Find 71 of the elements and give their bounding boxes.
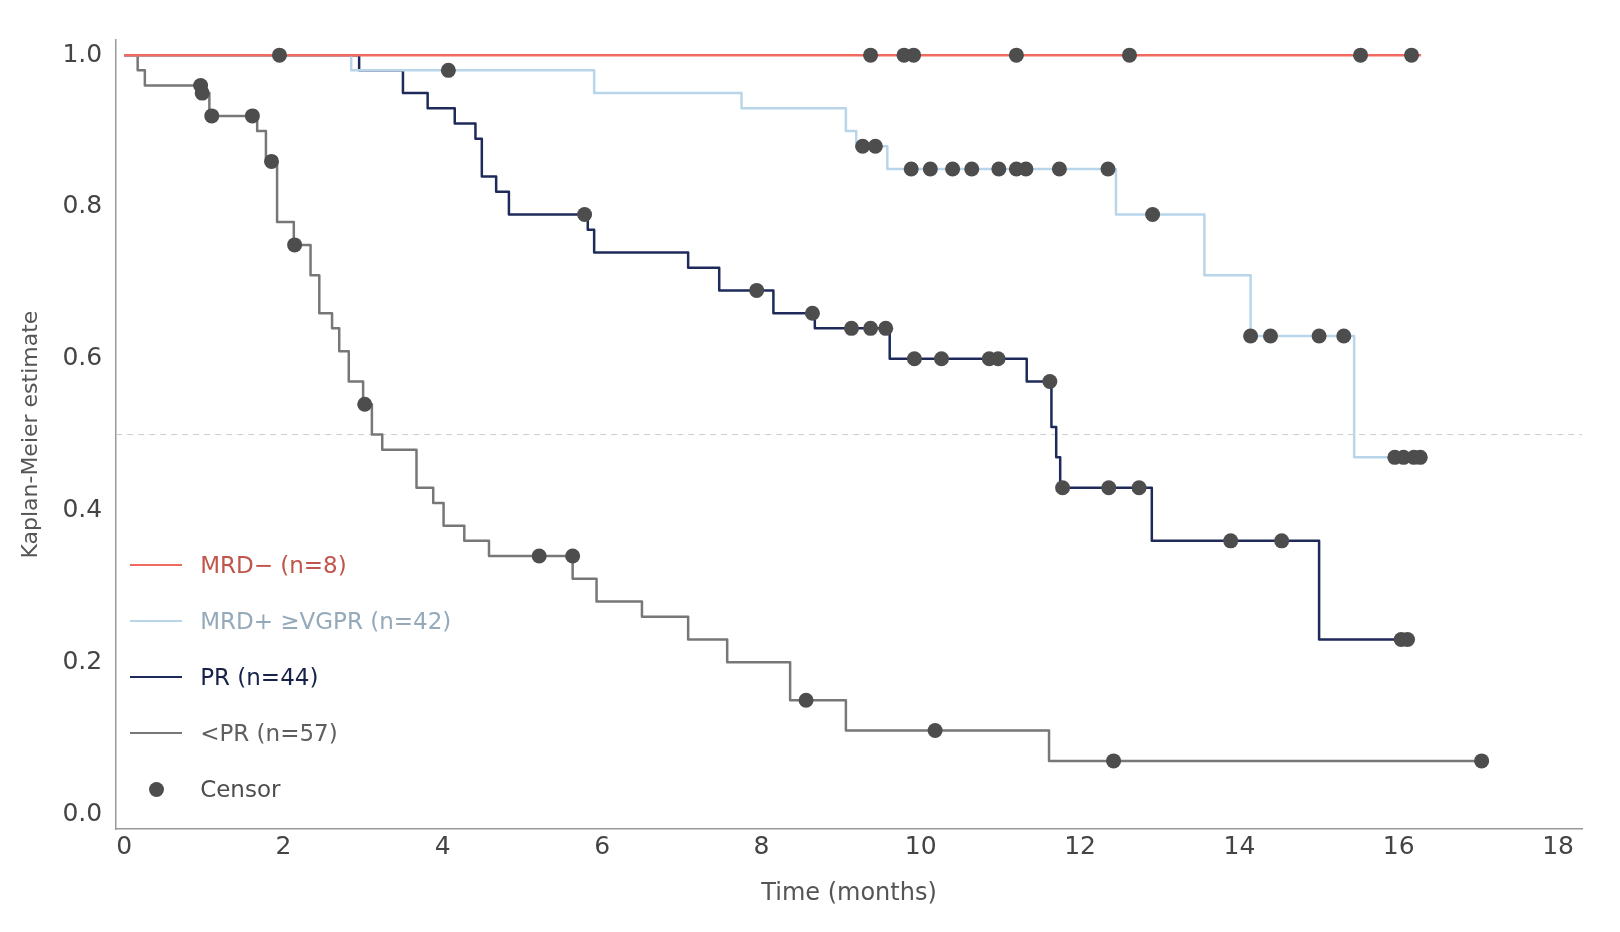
point [1474,753,1490,769]
legend-label: <PR (n=57) [200,720,338,747]
point [1042,373,1058,389]
point [1404,47,1420,63]
point [1051,161,1067,177]
point [991,161,1007,177]
point [1100,161,1116,177]
x-tick-label: 12 [1064,830,1097,860]
legend-label: MRD− (n=8) [200,552,347,579]
point [1311,328,1327,344]
point [264,153,280,169]
y-tick-label: 0.8 [62,190,103,220]
point [1274,533,1290,549]
legend-label: Censor [200,776,281,803]
point [1101,480,1117,496]
y-axis-title: Kaplan-Meier estimate [16,310,42,559]
legend-label: PR (n=44) [200,664,319,691]
point [863,320,879,336]
point [903,161,919,177]
point [440,62,456,78]
point [922,161,938,177]
point [1263,328,1279,344]
point [878,320,894,336]
point [1131,480,1147,496]
point [1122,47,1137,63]
legend-label: MRD+ ≥VGPR (n=42) [200,608,452,635]
point [843,320,859,336]
point [906,47,922,63]
point [1145,207,1161,223]
point [867,138,883,154]
point [244,108,260,124]
y-tick-label: 0.0 [62,797,103,827]
point [1055,480,1071,496]
x-tick-label: 18 [1542,830,1575,860]
y-tick-label: 0.4 [62,493,103,523]
point [855,138,871,154]
point [357,396,373,412]
point [1223,533,1239,549]
y-tick-label: 1.0 [62,38,103,68]
x-tick-label: 4 [434,830,451,860]
point [1353,47,1369,63]
point [577,207,593,223]
point [1008,47,1024,63]
point [749,282,765,298]
point [798,692,814,708]
point [194,85,210,101]
point [804,305,820,321]
point [565,548,581,564]
point [1243,328,1259,344]
point [906,351,922,367]
y-tick-label: 0.2 [62,645,103,675]
point [964,161,980,177]
point [271,47,287,63]
x-tick-label: 6 [594,830,611,860]
x-tick-label: 8 [753,830,770,860]
point [945,161,961,177]
point [1336,328,1352,344]
point [287,237,303,253]
x-tick-label: 0 [116,830,133,860]
point [1106,753,1122,769]
x-tick-label: 2 [275,830,292,860]
x-tick-label: 16 [1382,830,1415,860]
point [863,47,879,63]
point [933,351,949,367]
point [204,108,220,124]
x-axis-title: Time (months) [760,877,937,906]
x-tick-label: 14 [1223,830,1256,860]
point [531,548,547,564]
y-tick-label: 0.6 [62,342,103,372]
point [927,723,943,739]
x-tick-label: 10 [904,830,937,860]
